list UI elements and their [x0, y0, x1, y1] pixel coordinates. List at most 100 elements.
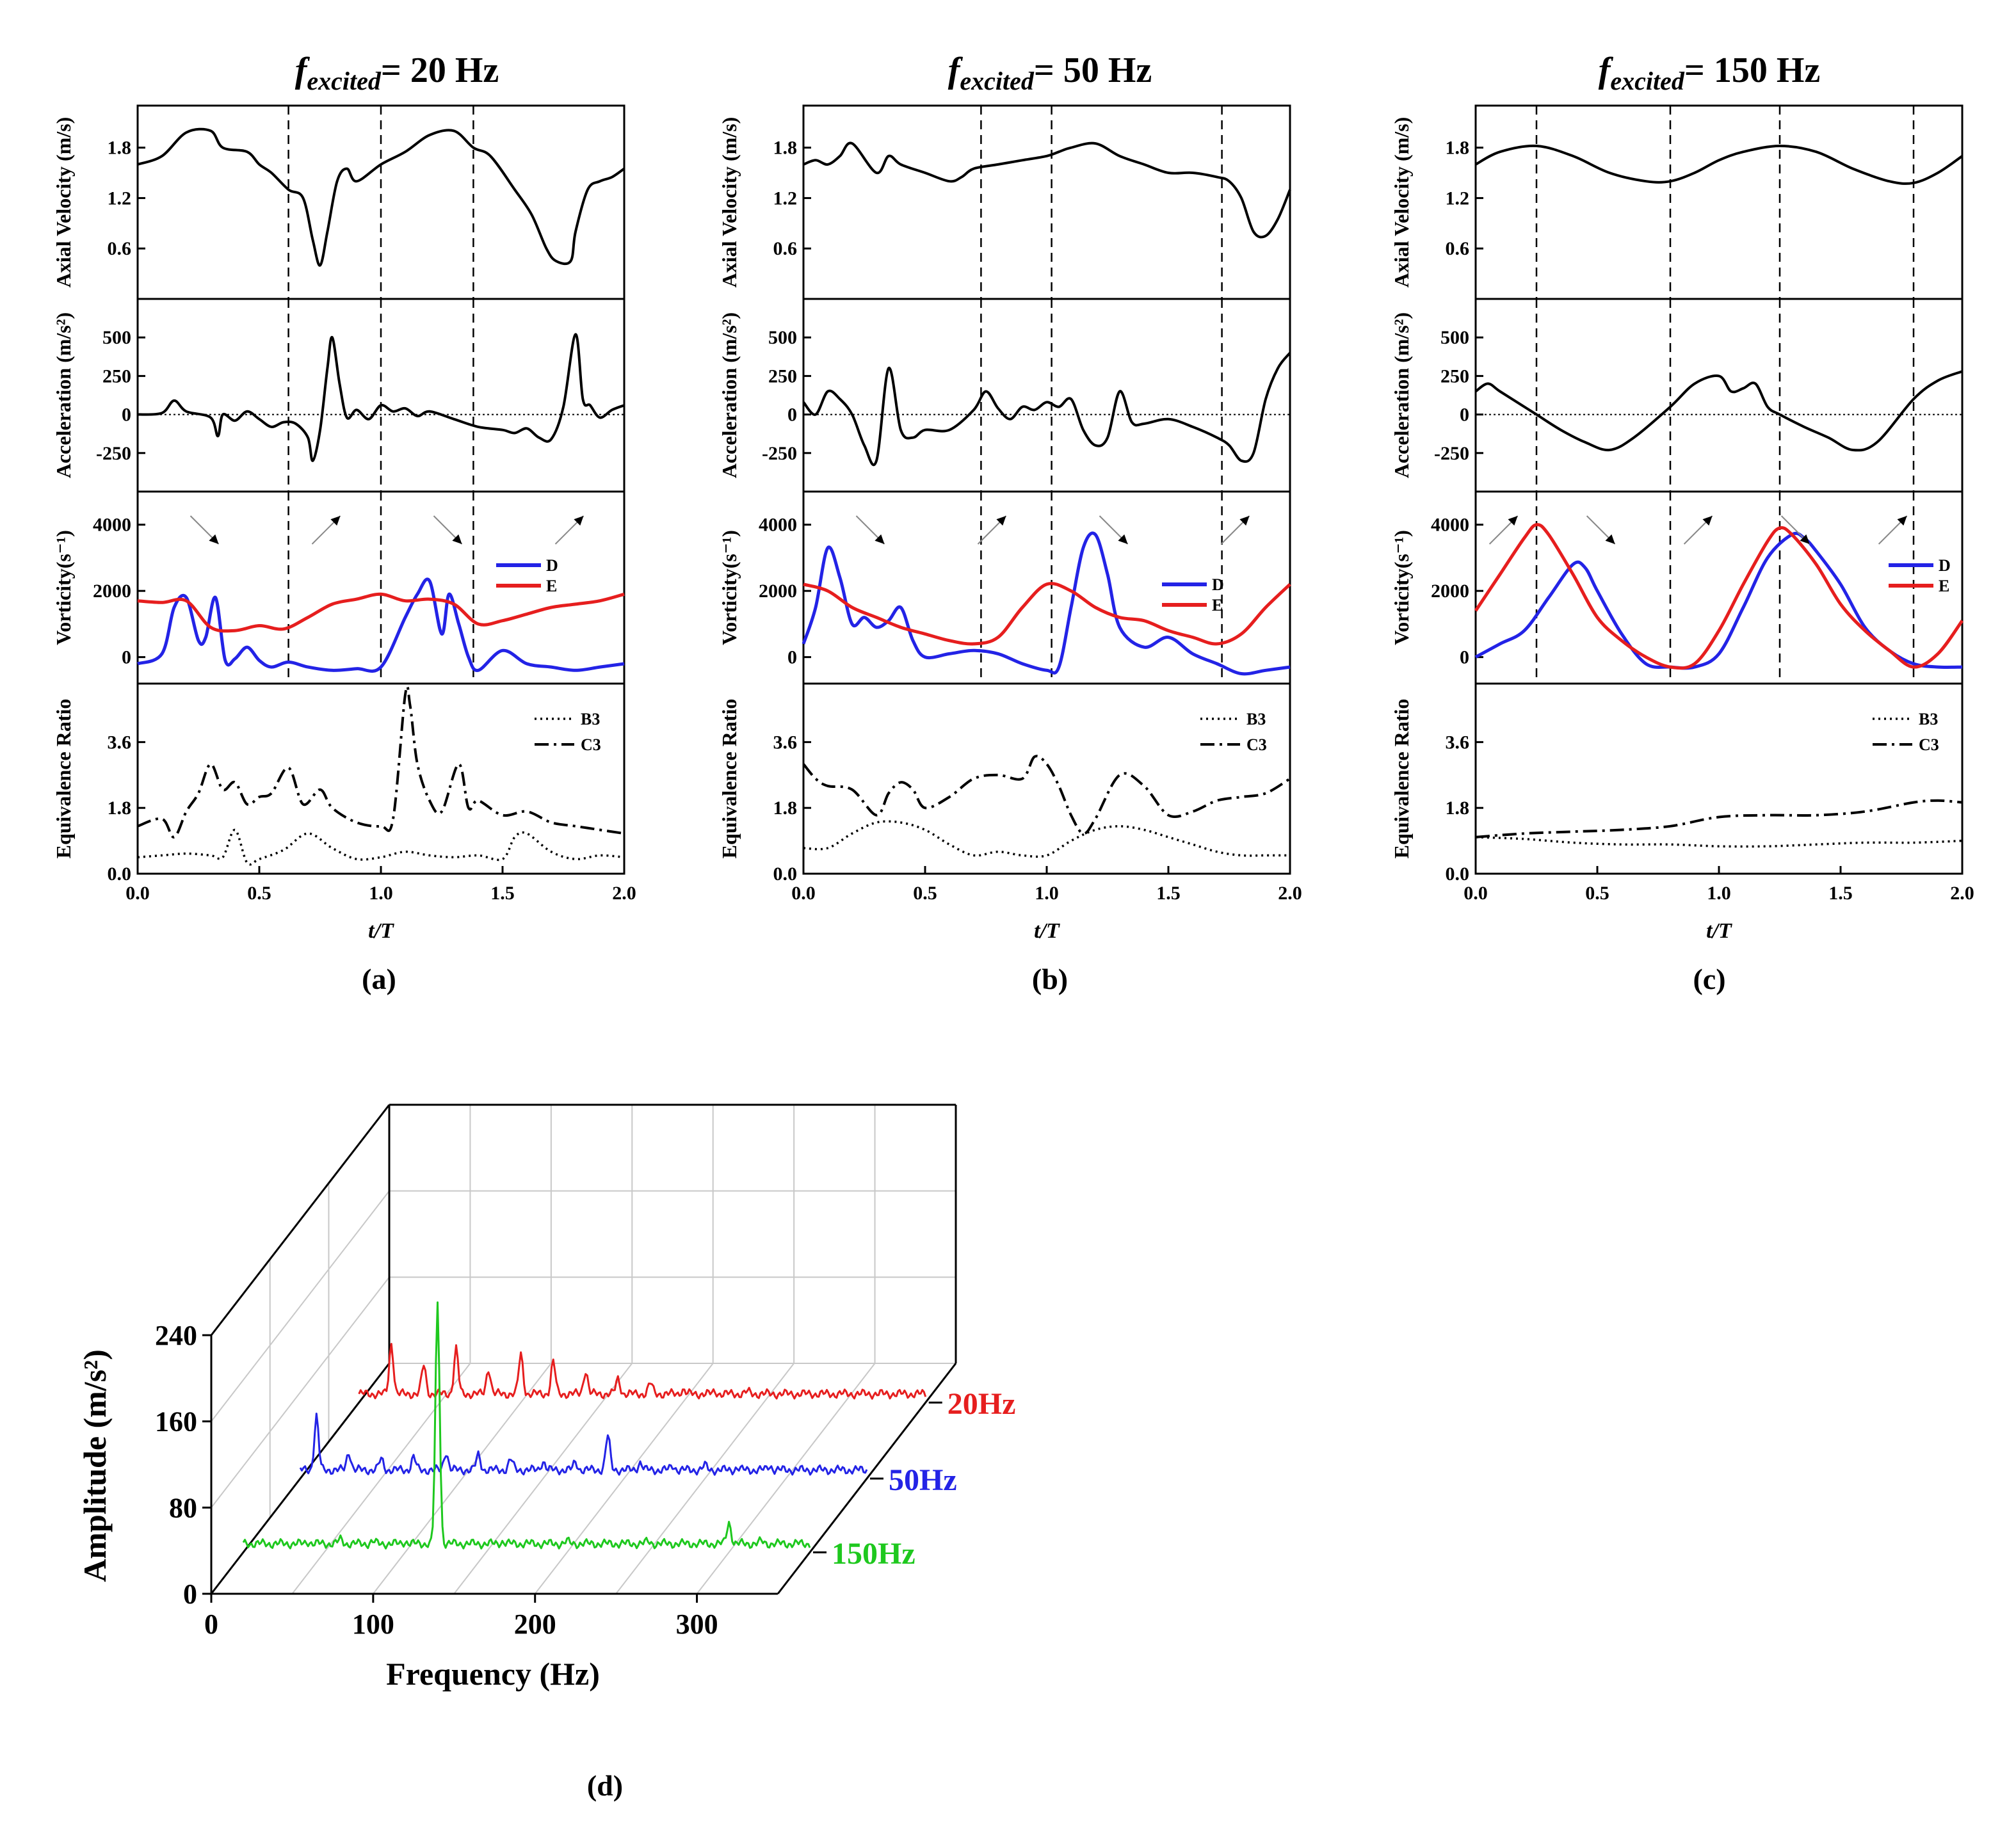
y-tick-label: 160 [155, 1406, 197, 1438]
legend-label-c3: C3 [1919, 735, 1939, 754]
subplot-3: 0 2000 4000 Vorticity(s⁻¹) DE [1390, 490, 1964, 685]
y-tick-label: 4000 [1431, 515, 1469, 536]
series-line [1475, 144, 1964, 185]
title-f-sub: excited [307, 67, 381, 95]
grid-line-floor [534, 1363, 714, 1594]
y-tick-label: -250 [762, 443, 797, 464]
legend-label-c3: C3 [581, 735, 601, 754]
y-tick-label: 250 [1440, 365, 1469, 387]
subplot-4: 0.0 1.8 3.6 Equivalence Ratio B3 C3 0.0 0.5 1.0 1… [1390, 682, 1974, 943]
y-tick-label: 1.8 [108, 798, 132, 819]
y-axis-label: Vorticity(s⁻¹) [52, 530, 75, 645]
y-tick-label: 1.2 [1446, 188, 1470, 209]
flow-arrow-head [1508, 516, 1518, 526]
series-e [1474, 523, 1964, 670]
y-tick-label: 0 [1460, 405, 1469, 426]
flow-arrow-head [452, 534, 462, 544]
y-tick-label: 0 [183, 1578, 197, 1610]
legend-label-d: D [1939, 556, 1951, 575]
y-tick-label: 2000 [1431, 581, 1469, 602]
y-tick-label: 1.8 [1446, 798, 1470, 819]
y-tick-label: 500 [1440, 327, 1469, 348]
y-tick-label: 0.6 [773, 238, 798, 259]
x-tick-label: 1.0 [1035, 883, 1059, 904]
series-d [1474, 531, 1963, 670]
y-axis-label: Axial Velocity (m/s) [1390, 117, 1413, 288]
y-tick-label: 0.0 [1446, 863, 1470, 885]
spectrum-series-150hz [242, 1301, 811, 1550]
x-tick-label: 0 [204, 1608, 218, 1640]
panel-label-d: (d) [587, 1769, 623, 1802]
title-f-sub: excited [1610, 67, 1684, 95]
y-axis-label: Vorticity(s⁻¹) [718, 530, 741, 645]
x-tick-label: 2.0 [612, 883, 636, 904]
series-line [802, 351, 1291, 467]
y-axis-label: Equivalence Ratio [718, 699, 741, 859]
series-e [137, 592, 625, 633]
title-value: = 20 Hz [381, 51, 499, 90]
axis-box-edge [777, 1363, 957, 1594]
flow-arrow-head [996, 516, 1006, 526]
flow-arrow-head [574, 516, 584, 526]
x-tick-label: 2.0 [1278, 883, 1302, 904]
grid-line-floor [696, 1363, 876, 1594]
x-axis-label: t/T [368, 919, 394, 943]
y-tick-label: 250 [768, 365, 797, 387]
y-tick-label: 0 [787, 647, 797, 668]
y-axis-label: Acceleration (m/s²) [52, 312, 75, 478]
spectrum-series-20hz [358, 1343, 927, 1400]
y-axis-label: Vorticity(s⁻¹) [1390, 530, 1413, 645]
x-axis-label: t/T [1034, 919, 1060, 943]
series-b3 [803, 820, 1290, 858]
y-tick-label: 1.8 [773, 138, 798, 159]
x-axis-label: t/T [1706, 919, 1732, 943]
panel-label-a: (a) [362, 963, 396, 995]
y-tick-label: 1.8 [108, 138, 132, 159]
x-tick-label: 0.0 [1464, 883, 1488, 904]
y-axis-label: Axial Velocity (m/s) [718, 117, 741, 288]
flow-arrow-head [875, 534, 885, 544]
series-b3 [137, 828, 625, 866]
legend-label-d: D [546, 556, 558, 575]
x-tick-label: 300 [676, 1608, 718, 1640]
frequency-spectrum-3d: 0 80 160 240 0 100 200 300 Amplitude (m/s²) Frequ… [77, 1103, 1015, 1692]
y-tick-label: 250 [102, 365, 131, 387]
flow-arrow-head [1605, 534, 1615, 544]
subplot-2: -250 0 250 500 Acceleration (m/s²) [718, 298, 1291, 493]
series-line [1474, 370, 1963, 452]
series-label-50hz: 50Hz [889, 1463, 957, 1497]
series-c3 [137, 685, 625, 838]
y-tick-label: 0.0 [108, 863, 132, 885]
subplot-4: 0.0 1.8 3.6 Equivalence Ratio B3 C3 0.0 0.5 1.0 1… [52, 682, 636, 943]
x-tick-label: 1.5 [1156, 883, 1181, 904]
x-tick-label: 1.5 [490, 883, 515, 904]
grid-line-floor [453, 1363, 633, 1594]
flow-arrow-head [209, 534, 219, 544]
grid-line-left [211, 1276, 390, 1508]
time-series-panels: 0.6 1.2 1.8 Axial Velocity (m/s) -250 0 250 500… [52, 104, 1974, 943]
series-c3 [802, 755, 1291, 835]
subplot-2: -250 0 250 500 Acceleration (m/s²) [1390, 298, 1964, 493]
subplot-1: 0.6 1.2 1.8 Axial Velocity (m/s) [52, 104, 625, 300]
y-tick-label: 500 [768, 327, 797, 348]
flow-arrow-head [1897, 516, 1907, 526]
panel-label-b: (b) [1032, 963, 1068, 995]
series-line [137, 333, 625, 462]
y-tick-label: 0.0 [773, 863, 798, 885]
series-d [802, 531, 1291, 676]
y-tick-label: 0 [787, 405, 797, 426]
spectrum-series-50hz [299, 1413, 868, 1476]
panel-title-c: fexcited= 150 Hz [1599, 51, 1820, 95]
y-tick-label: -250 [96, 443, 131, 464]
y-tick-label: 80 [169, 1492, 197, 1523]
y-tick-label: -250 [1434, 443, 1469, 464]
y-tick-label: 0.6 [108, 238, 132, 259]
y-tick-label: 2000 [759, 581, 797, 602]
x-tick-label: 1.5 [1828, 883, 1853, 904]
y-tick-label: 240 [155, 1320, 197, 1351]
y-axis-label: Axial Velocity (m/s) [52, 117, 75, 288]
legend-label-e: E [1939, 577, 1949, 595]
flow-arrow-head [1800, 534, 1810, 544]
y-tick-label: 2000 [93, 581, 131, 602]
legend-label-e: E [546, 577, 557, 595]
